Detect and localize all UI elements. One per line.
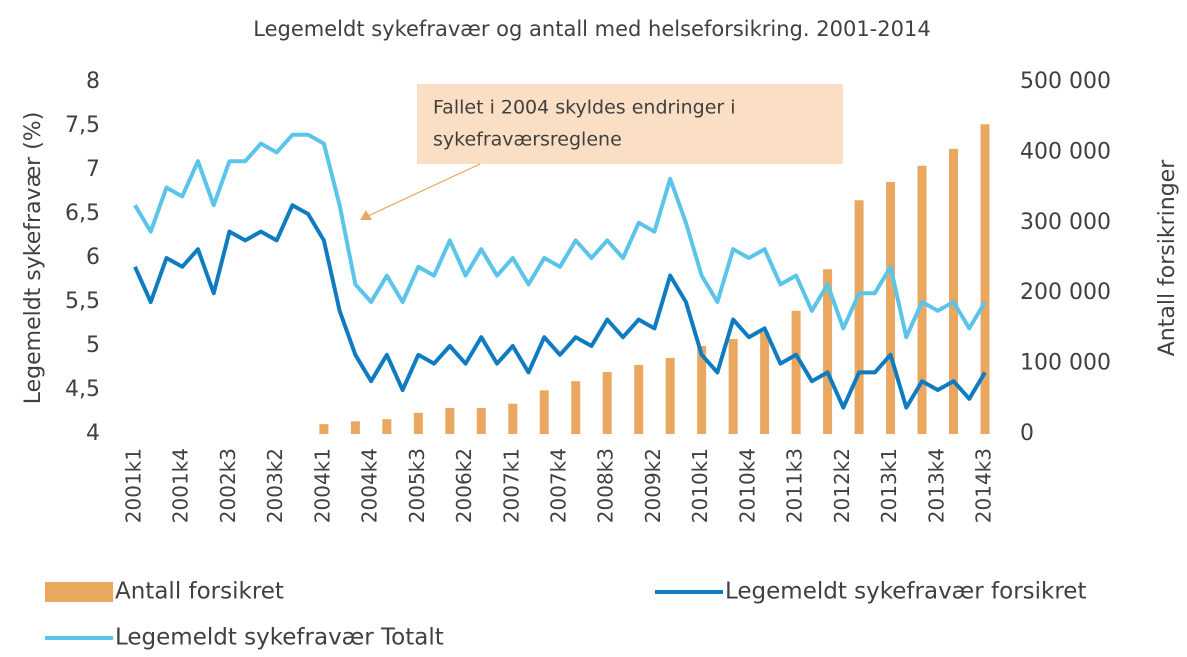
y-tick-label: 6 xyxy=(86,245,100,270)
x-tick-label: 2003k2 xyxy=(263,448,287,523)
y-tick-label: 8 xyxy=(86,69,100,94)
y-tick-label: 7,5 xyxy=(65,113,100,138)
y2-tick-label: 0 xyxy=(1020,421,1034,446)
bar xyxy=(602,372,612,434)
bar xyxy=(886,181,896,434)
y2-tick-label: 100 000 xyxy=(1020,351,1111,376)
y2-tick-label: 500 000 xyxy=(1020,69,1111,94)
y-tick-label: 7 xyxy=(86,157,100,182)
legend-swatch xyxy=(45,582,113,602)
bar xyxy=(508,403,518,434)
annotation-box xyxy=(417,84,843,164)
x-tick-label: 2013k1 xyxy=(877,448,901,523)
legend-label: Antall forsikret xyxy=(115,579,284,605)
x-tick-label: 2010k1 xyxy=(688,448,712,523)
bar xyxy=(382,419,392,434)
x-tick-label: 2001k4 xyxy=(169,448,193,523)
y2-tick-label: 400 000 xyxy=(1020,139,1111,164)
bar xyxy=(697,346,707,434)
y-tick-label: 5 xyxy=(86,333,100,358)
x-tick-label: 2011k3 xyxy=(783,448,807,523)
x-tick-label: 2007k4 xyxy=(547,448,571,523)
x-tick-label: 2013k4 xyxy=(924,448,948,523)
y-tick-label: 6,5 xyxy=(65,201,100,226)
x-tick-label: 2007k1 xyxy=(499,448,523,523)
annotation-arrow xyxy=(367,163,481,217)
bar xyxy=(413,412,423,434)
bar xyxy=(760,331,770,434)
x-tick-label: 2004k4 xyxy=(358,448,382,523)
y2-tick-label: 300 000 xyxy=(1020,210,1111,235)
bar xyxy=(445,407,455,434)
x-tick-label: 2012k2 xyxy=(830,448,854,523)
bar xyxy=(539,390,549,434)
y-tick-label: 5,5 xyxy=(65,289,100,314)
bar xyxy=(665,357,675,434)
bar xyxy=(634,365,644,434)
x-tick-label: 2001k1 xyxy=(122,448,146,523)
bar xyxy=(917,165,927,434)
x-tick-label: 2006k2 xyxy=(452,448,476,523)
x-tick-label: 2005k3 xyxy=(405,448,429,523)
x-tick-label: 2008k3 xyxy=(594,448,618,523)
bar xyxy=(571,381,581,434)
chart-title: Legemeldt sykefravær og antall med helse… xyxy=(253,17,930,41)
line xyxy=(133,132,987,340)
y-tick-label: 4 xyxy=(86,421,100,446)
x-tick-label: 2009k2 xyxy=(641,448,665,523)
y2-axis-label: Antall forsikringer xyxy=(1155,159,1180,356)
bar xyxy=(823,269,833,434)
bar xyxy=(728,338,738,434)
legend-label: Legemeldt sykefravær forsikret xyxy=(725,579,1086,605)
y2-tick-label: 200 000 xyxy=(1020,280,1111,305)
x-tick-label: 2004k1 xyxy=(310,448,334,523)
arrow-head xyxy=(360,210,372,220)
annotation-text: sykefraværsreglene xyxy=(433,129,622,151)
y-axis-label: Legemeldt sykefravær (%) xyxy=(21,112,46,405)
bar xyxy=(476,407,486,434)
bar xyxy=(791,310,801,434)
y-tick-label: 4,5 xyxy=(65,377,100,402)
bar xyxy=(854,200,864,434)
annotation-text: Fallet i 2004 skyldes endringer i xyxy=(433,97,736,119)
x-tick-label: 2014k3 xyxy=(972,448,996,523)
line xyxy=(133,203,987,410)
bar xyxy=(350,421,360,434)
legend-label: Legemeldt sykefravær Totalt xyxy=(115,625,444,651)
x-tick-label: 2010k4 xyxy=(735,448,759,523)
bar xyxy=(980,124,990,435)
bar xyxy=(949,148,959,434)
x-tick-label: 2002k3 xyxy=(216,448,240,523)
bar xyxy=(319,424,329,434)
